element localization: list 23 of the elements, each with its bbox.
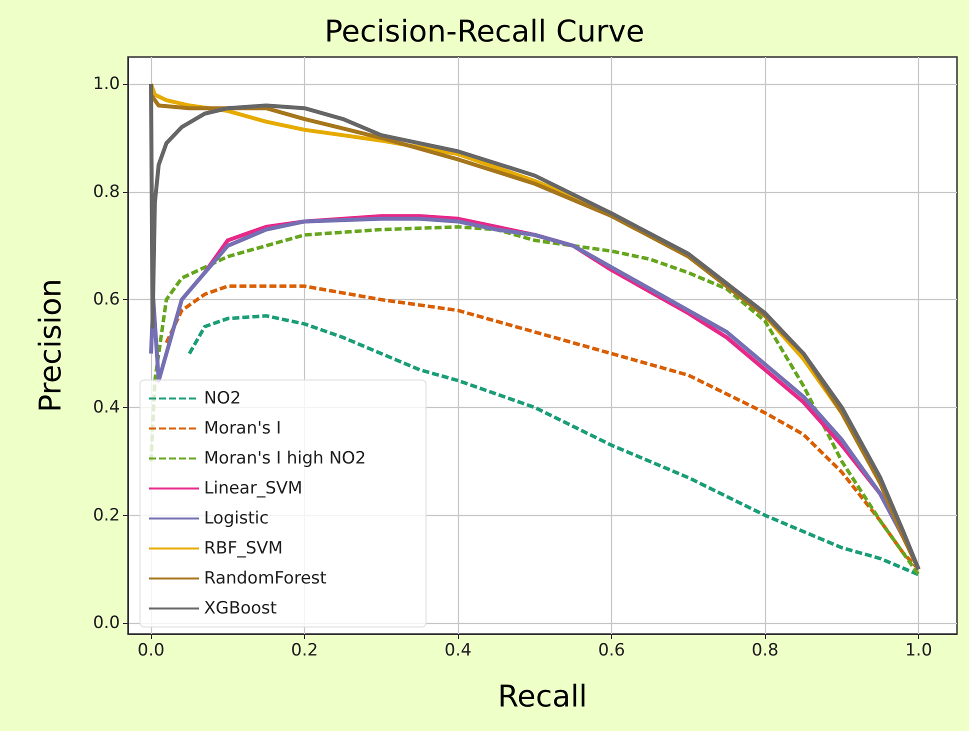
x-axis-title: Recall [498, 680, 588, 714]
legend-label: Logistic [204, 508, 269, 528]
legend-label: Linear_SVM [204, 478, 302, 498]
y-axis-title: Precision [34, 278, 68, 412]
y-tick-label: 0.8 [92, 182, 120, 202]
x-tick-label: 0.0 [138, 640, 165, 660]
legend-label: XGBoost [204, 598, 278, 618]
y-tick-label: 0.6 [92, 290, 120, 310]
x-tick-label: 0.6 [598, 640, 626, 660]
legend-label: NO2 [204, 388, 241, 408]
y-tick-label: 0.2 [92, 505, 120, 526]
y-tick-label: 0.4 [92, 398, 120, 418]
legend-label: Moran's I high NO2 [204, 448, 366, 468]
x-tick-label: 1.0 [905, 640, 932, 660]
x-tick-label: 0.2 [291, 640, 318, 660]
legend-label: Moran's I [204, 418, 282, 438]
legend-label: RBF_SVM [204, 538, 283, 558]
y-tick-label: 0.0 [92, 613, 120, 634]
chart-title: Pecision-Recall Curve [324, 14, 645, 50]
y-tick-label: 1.0 [92, 74, 120, 94]
legend-label: RandomForest [204, 568, 327, 588]
x-tick-label: 0.4 [444, 640, 472, 660]
x-tick-label: 0.8 [752, 640, 779, 660]
